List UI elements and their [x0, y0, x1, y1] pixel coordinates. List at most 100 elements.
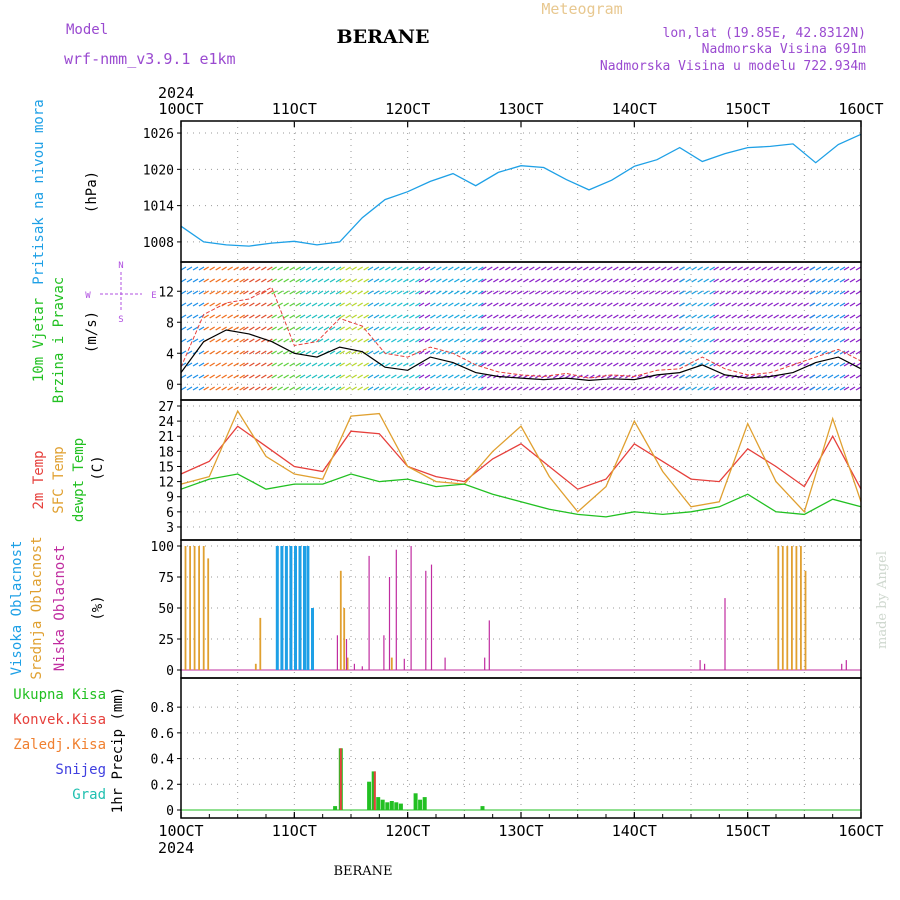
wind-barb: [558, 278, 565, 283]
bar-visoka-oblacnost: [303, 546, 306, 670]
wind-barb: [363, 278, 370, 283]
wind-barb: [465, 290, 472, 295]
wind-barb: [855, 338, 862, 343]
wind-barb: [737, 326, 744, 331]
wind-barb: [418, 386, 425, 391]
wind-barb: [703, 290, 710, 295]
wind-barb: [335, 350, 342, 355]
wind-barb: [424, 374, 431, 379]
wind-barb: [351, 302, 358, 307]
wind-barb: [849, 314, 856, 319]
wind-barb: [815, 266, 822, 271]
wind-barb: [465, 374, 472, 379]
wind-barb: [576, 266, 583, 271]
wind-barb: [435, 350, 442, 355]
wind-barb: [642, 362, 649, 367]
series-line-udar: [180, 286, 862, 379]
wind-barb: [215, 326, 222, 331]
bar-niska-oblacnost: [368, 555, 370, 670]
wind-barb: [546, 326, 553, 331]
wind-barb: [719, 266, 726, 271]
wind-barb: [498, 290, 505, 295]
wind-barb: [679, 338, 686, 343]
wind-barb: [540, 278, 547, 283]
wind-barb: [719, 326, 726, 331]
wind-barb: [477, 374, 484, 379]
wind-barb: [221, 350, 228, 355]
wind-barb: [504, 386, 511, 391]
wind-barb: [528, 290, 535, 295]
wind-barb: [283, 338, 290, 343]
wind-barb: [239, 302, 246, 307]
wind-barb: [305, 290, 312, 295]
wind-barb: [803, 302, 810, 307]
wind-barb: [827, 374, 834, 379]
wind-barb: [323, 278, 330, 283]
wind-barb: [486, 290, 493, 295]
wind-barb: [815, 338, 822, 343]
wind-barb: [803, 278, 810, 283]
wind-barb: [402, 350, 409, 355]
wind-barb: [459, 326, 466, 331]
wind-barb: [624, 386, 631, 391]
wind-barb: [709, 266, 716, 271]
wind-barb: [558, 326, 565, 331]
wind-barb: [260, 350, 267, 355]
wind-barb: [295, 278, 302, 283]
wind-barb: [480, 266, 487, 271]
wind-barb: [648, 338, 655, 343]
bar-srednja-oblacnost: [259, 617, 262, 670]
station-title: BERANE: [337, 26, 430, 48]
wind-barb: [666, 278, 673, 283]
wind-barb: [345, 290, 352, 295]
wind-barb: [618, 338, 625, 343]
wind-barb: [606, 338, 613, 343]
wind-barb: [477, 350, 484, 355]
wind-barb: [570, 314, 577, 319]
y-tick-label: 25: [158, 633, 174, 648]
wind-barb: [685, 338, 692, 343]
wind-barb: [588, 314, 595, 319]
wind-barb: [691, 290, 698, 295]
wind-barb: [289, 266, 296, 271]
wind-barb: [713, 350, 720, 355]
wind-barb: [743, 326, 750, 331]
wind-barb: [636, 362, 643, 367]
wind-barb: [636, 350, 643, 355]
wind-barb: [186, 338, 193, 343]
wind-barb: [815, 386, 822, 391]
wind-barb: [215, 266, 222, 271]
wind-barb: [335, 314, 342, 319]
wind-barb: [743, 314, 750, 319]
wind-barb: [821, 302, 828, 307]
wind-barb: [378, 266, 385, 271]
wind-barb: [767, 266, 774, 271]
wind-barb: [242, 374, 249, 379]
wind-barb: [516, 386, 523, 391]
bar-niska-oblacnost: [425, 570, 427, 670]
wind-barb: [855, 266, 862, 271]
wind-barb: [803, 338, 810, 343]
wind-barb: [367, 266, 374, 271]
wind-barb: [260, 266, 267, 271]
wind-barb: [779, 278, 786, 283]
bar-srednja-oblacnost: [804, 570, 807, 670]
wind-barb: [546, 266, 553, 271]
wind-barb: [357, 362, 364, 367]
wind-barb: [522, 350, 529, 355]
top-time-axis: 10OCT 11OCT 12OCT 13OCT 14OCT 15OCT 16OCT: [158, 100, 884, 127]
wind-barb: [209, 302, 216, 307]
wind-barb: [477, 278, 484, 283]
wind-barb: [618, 386, 625, 391]
wind-barb: [198, 326, 205, 331]
wind-barb: [311, 350, 318, 355]
wind-barb: [299, 266, 306, 271]
wind-barb: [827, 290, 834, 295]
wind-barb: [719, 362, 726, 367]
wind-barb: [749, 290, 756, 295]
bar-srednja-oblacnost: [189, 546, 191, 670]
wind-barb: [839, 326, 846, 331]
wind-barb: [351, 290, 358, 295]
bar-ukupna-kisa: [413, 793, 418, 810]
wind-barb: [516, 290, 523, 295]
